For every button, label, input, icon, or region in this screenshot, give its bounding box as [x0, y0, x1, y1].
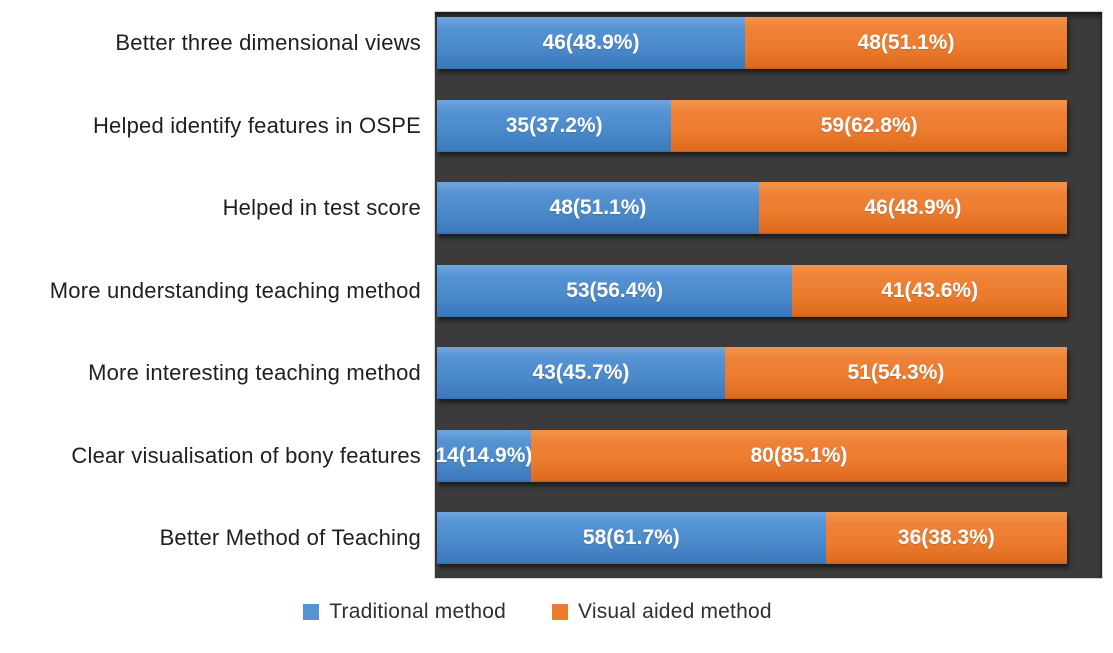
legend-label-traditional: Traditional method	[329, 600, 507, 623]
stacked-bar: 48(51.1%) 46(48.9%)	[437, 182, 1067, 234]
bar-segment-traditional: 58(61.7%)	[437, 512, 826, 564]
bar-segment-traditional: 46(48.9%)	[437, 17, 746, 69]
stacked-bar: 53(56.4%) 41(43.6%)	[437, 264, 1067, 317]
stacked-bar: 46(48.9%) 48(51.1%)	[437, 17, 1067, 69]
bar-segment-visual-aided: 59(62.8%)	[671, 99, 1067, 152]
bar-segment-visual-aided: 80(85.1%)	[530, 429, 1067, 482]
bar-segment-visual-aided: 41(43.6%)	[792, 264, 1067, 317]
stacked-bar: 35(37.2%) 59(62.8%)	[437, 99, 1067, 152]
bar-segment-visual-aided: 51(54.3%)	[724, 347, 1067, 399]
bar-row: Better Method of Teaching 58(61.7%) 36(3…	[0, 512, 1113, 564]
stacked-bar: 58(61.7%) 36(38.3%)	[437, 512, 1067, 564]
legend-item-visual-aided: Visual aided method	[552, 600, 772, 624]
segment-value-label: 36(38.3%)	[897, 526, 995, 549]
bar-row: More understanding teaching method 53(56…	[0, 264, 1113, 317]
category-label: Better Method of Teaching	[159, 525, 421, 550]
segment-value-label: 46(48.9%)	[864, 196, 962, 219]
segment-value-label: 35(37.2%)	[505, 113, 603, 137]
segment-value-label: 48(51.1%)	[549, 196, 647, 219]
stacked-bar: 14(14.9%) 80(85.1%)	[435, 429, 1067, 482]
category-label: Better three dimensional views	[115, 30, 421, 55]
legend-label-visual-aided: Visual aided method	[578, 600, 772, 623]
segment-value-label: 51(54.3%)	[847, 361, 945, 384]
legend-swatch-traditional	[303, 604, 320, 620]
bar-row: More interesting teaching method 43(45.7…	[0, 347, 1113, 399]
bar-segment-visual-aided: 46(48.9%)	[758, 182, 1067, 234]
category-label: Helped identify features in OSPE	[92, 112, 421, 138]
category-label: More interesting teaching method	[88, 360, 421, 385]
category-label: Helped in test score	[222, 195, 421, 220]
segment-value-label: 53(56.4%)	[566, 278, 664, 302]
bar-row: Clear visualisation of bony features 14(…	[0, 429, 1113, 482]
segment-value-label: 43(45.7%)	[532, 361, 630, 384]
category-label: Clear visualisation of bony features	[71, 442, 421, 468]
segment-value-label: 80(85.1%)	[750, 443, 848, 467]
bar-segment-visual-aided: 36(38.3%)	[825, 512, 1067, 564]
bar-row: Helped identify features in OSPE 35(37.2…	[0, 99, 1113, 152]
stacked-bar: 43(45.7%) 51(54.3%)	[437, 347, 1067, 399]
category-label: More understanding teaching method	[49, 277, 421, 303]
bar-segment-visual-aided: 48(51.1%)	[745, 17, 1067, 69]
bar-segment-traditional: 48(51.1%)	[437, 182, 759, 234]
legend: Traditional method Visual aided method	[0, 600, 1075, 624]
segment-value-label: 59(62.8%)	[820, 113, 918, 137]
bar-segment-traditional: 14(14.9%)	[435, 429, 533, 482]
segment-value-label: 48(51.1%)	[857, 31, 955, 54]
bar-row: Helped in test score 48(51.1%) 46(48.9%)	[0, 182, 1113, 234]
segment-value-label: 41(43.6%)	[881, 278, 979, 302]
bar-segment-traditional: 35(37.2%)	[437, 99, 672, 152]
legend-swatch-visual-aided	[552, 604, 569, 620]
bar-row: Better three dimensional views 46(48.9%)…	[0, 17, 1113, 69]
segment-value-label: 46(48.9%)	[542, 31, 640, 54]
segment-value-label: 58(61.7%)	[582, 526, 680, 549]
bar-segment-traditional: 43(45.7%)	[437, 347, 725, 399]
bar-segment-traditional: 53(56.4%)	[437, 264, 793, 317]
segment-value-label: 14(14.9%)	[435, 443, 533, 467]
legend-item-traditional: Traditional method	[303, 600, 506, 624]
